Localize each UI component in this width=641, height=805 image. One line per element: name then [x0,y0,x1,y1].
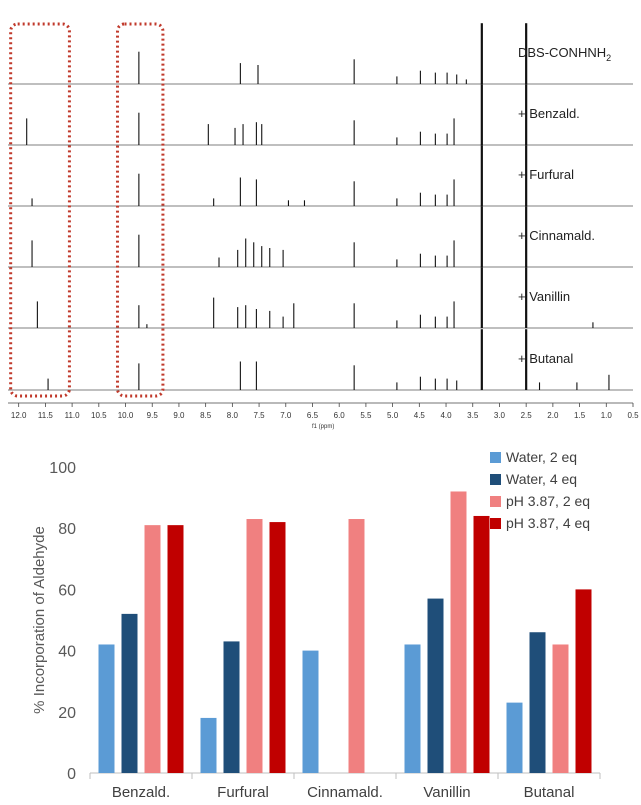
x-tick-label: 4.5 [414,411,426,420]
legend-label: Water, 2 eq [506,449,577,465]
spectrum-trace [8,329,633,391]
spectrum-label: + Cinnamald. [518,228,595,243]
x-tick-label: Butanal [524,784,575,801]
bar [167,525,184,773]
bar [348,519,365,773]
spectrum-label: + Butanal [518,351,573,366]
y-tick-label: 40 [58,644,76,661]
x-tick-label: 9.5 [147,411,159,420]
bar [246,519,263,773]
x-tick-label: 4.0 [440,411,452,420]
bar [575,589,592,773]
bar [404,644,421,773]
spectrum-trace [8,145,633,207]
bar [269,522,286,773]
x-tick-label: 2.5 [521,411,533,420]
x-tick-label: 1.5 [574,411,586,420]
spectrum-label: + Vanillin [518,289,570,304]
highlight-region-box [9,22,71,398]
x-tick-label: 10.5 [91,411,107,420]
bar [144,525,161,773]
spectrum-label: DBS-CONHNH2 [518,45,611,63]
x-tick-label: 8.0 [227,411,239,420]
y-tick-label: 60 [58,582,76,599]
spectrum-trace [8,206,633,268]
bar [552,644,569,773]
incorporation-bar-chart: % Incorporation of Aldehyde 0 20 40 60 80 100 B… [31,449,601,801]
x-tick-label: 3.5 [467,411,479,420]
x-tick-label: 3.0 [494,411,506,420]
x-tick-label: 2.0 [547,411,559,420]
x-tick-label: 7.5 [254,411,266,420]
x-tick-label: Benzald. [112,784,170,801]
x-tick-label: 8.5 [200,411,212,420]
x-tick-label: 12.0 [11,411,27,420]
bar [427,598,444,773]
highlight-region-box [116,22,165,398]
y-tick-label: 0 [67,766,76,783]
legend-label: pH 3.87, 4 eq [506,515,590,531]
y-tick-label: 80 [58,521,76,538]
x-tick-label: 1.0 [601,411,613,420]
x-tick-label: Vanillin [423,784,470,801]
legend-label: pH 3.87, 2 eq [506,493,590,509]
bar [98,644,115,773]
legend-swatch [490,474,501,485]
spectrum-trace [8,267,633,329]
y-tick-label: 20 [58,705,76,722]
spectrum-trace [8,23,633,85]
x-tick-label: 6.0 [334,411,346,420]
spectrum-label: + Furfural [518,167,574,182]
bar [200,717,217,773]
x-tick-label: 0.5 [627,411,639,420]
bar [223,641,240,773]
x-tick-label: 11.0 [65,411,81,420]
bar [473,515,490,773]
legend-label: Water, 4 eq [506,471,577,487]
x-axis-title: f1 (ppm) [312,424,334,430]
x-tick-label: 6.5 [307,411,319,420]
x-tick-label: 10.0 [118,411,134,420]
bar [529,632,546,773]
bar [121,613,138,773]
nmr-spectra-chart: DBS-CONHNH2 + Benzald. + Furfural + Cinnama… [8,22,639,430]
x-tick-label: 5.0 [387,411,399,420]
bar [450,491,467,773]
legend-swatch [490,496,501,507]
x-tick-label: Cinnamald. [307,784,383,801]
x-tick-label: Furfural [217,784,269,801]
y-tick-label: 100 [49,460,76,477]
bar [506,702,523,773]
x-tick-label: 11.5 [38,411,54,420]
legend-swatch [490,452,501,463]
spectrum-trace [8,84,633,146]
spectrum-label: + Benzald. [518,106,580,121]
bar [302,650,319,773]
x-tick-label: 9.0 [173,411,185,420]
y-axis-title: % Incorporation of Aldehyde [31,526,48,714]
legend-swatch [490,518,501,529]
x-tick-label: 5.5 [360,411,372,420]
x-tick-label: 7.0 [280,411,292,420]
